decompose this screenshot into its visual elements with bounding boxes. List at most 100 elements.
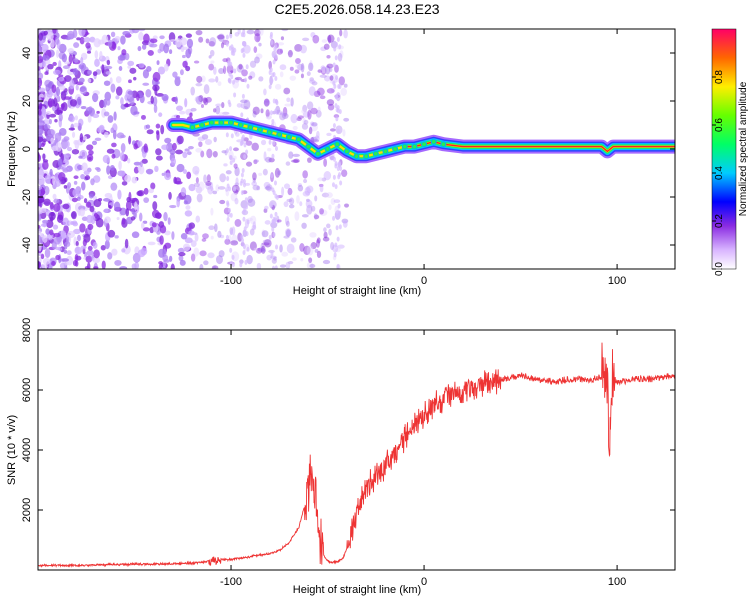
noise-speckle — [271, 187, 275, 193]
noise-speckle — [190, 86, 195, 96]
noise-speckle — [138, 31, 144, 41]
noise-speckle — [227, 78, 231, 84]
noise-speckle — [331, 182, 335, 188]
noise-speckle — [300, 63, 305, 73]
noise-speckle — [176, 105, 183, 112]
noise-speckle — [61, 103, 65, 110]
noise-speckle — [203, 97, 209, 106]
noise-speckle — [292, 125, 298, 131]
noise-speckle — [174, 96, 178, 105]
noise-speckle — [328, 228, 332, 236]
noise-speckle — [260, 242, 264, 252]
noise-speckle — [300, 73, 304, 79]
noise-speckle — [98, 198, 103, 202]
noise-speckle — [38, 96, 42, 105]
noise-speckle — [195, 30, 203, 36]
noise-speckle — [92, 92, 99, 103]
noise-speckle — [64, 61, 71, 65]
noise-speckle — [110, 31, 116, 38]
noise-speckle — [104, 91, 112, 101]
noise-speckle — [304, 186, 311, 196]
noise-speckle — [234, 31, 240, 37]
noise-speckle — [62, 217, 69, 226]
noise-speckle — [69, 79, 75, 90]
noise-speckle — [44, 175, 51, 183]
noise-speckle — [107, 252, 113, 260]
ridge-point — [218, 119, 225, 126]
noise-speckle — [141, 158, 148, 164]
noise-speckle — [66, 250, 72, 256]
noise-speckle — [56, 214, 64, 224]
noise-speckle — [103, 98, 107, 108]
noise-speckle — [92, 71, 98, 77]
noise-speckle — [176, 197, 181, 208]
noise-speckle — [84, 175, 91, 181]
noise-speckle — [290, 113, 298, 124]
noise-speckle — [248, 75, 253, 80]
noise-speckle — [45, 228, 51, 235]
noise-speckle — [170, 157, 177, 166]
noise-speckle — [61, 258, 70, 262]
noise-speckle — [40, 142, 45, 148]
noise-speckle — [51, 84, 57, 94]
noise-speckle — [84, 265, 90, 269]
noise-speckle — [195, 215, 201, 223]
noise-speckle — [282, 106, 288, 117]
noise-speckle — [138, 62, 145, 68]
noise-speckle — [161, 144, 169, 150]
noise-speckle — [319, 209, 328, 216]
noise-speckle — [79, 208, 85, 217]
noise-speckle — [225, 132, 229, 138]
noise-speckle — [343, 83, 348, 88]
ridge-point — [285, 134, 292, 140]
noise-speckle — [78, 63, 84, 70]
noise-speckle — [263, 239, 272, 248]
noise-speckle — [265, 184, 273, 192]
top-x-ticks: -100 0 100 — [220, 29, 626, 287]
noise-speckle — [204, 139, 213, 145]
noise-speckle — [245, 204, 249, 210]
noise-speckle — [103, 198, 111, 202]
noise-speckle — [42, 138, 48, 143]
noise-speckle — [230, 133, 234, 139]
noise-speckle — [263, 88, 267, 96]
noise-speckle — [47, 98, 53, 108]
noise-speckle — [320, 46, 327, 52]
noise-speckle — [249, 228, 255, 236]
top-x-axis-label: Height of straight line (km) — [293, 285, 421, 297]
noise-speckle — [190, 107, 197, 112]
noise-speckle — [287, 49, 293, 58]
noise-speckle — [176, 115, 181, 119]
noise-speckle — [291, 159, 299, 163]
noise-speckle — [66, 146, 72, 152]
noise-speckle — [295, 57, 301, 65]
noise-speckle — [338, 109, 342, 115]
noise-speckle — [72, 188, 80, 197]
noise-speckle — [308, 257, 313, 263]
noise-speckle — [131, 231, 140, 239]
noise-speckle — [273, 256, 277, 261]
noise-speckle — [99, 50, 103, 60]
noise-speckle — [335, 116, 339, 122]
noise-speckle — [104, 239, 110, 250]
noise-speckle — [38, 55, 44, 64]
noise-speckle — [264, 220, 271, 225]
noise-speckle — [104, 216, 111, 224]
noise-speckle — [83, 198, 88, 204]
noise-speckle — [332, 123, 336, 129]
noise-speckle — [71, 197, 78, 203]
noise-speckle — [107, 115, 114, 123]
noise-speckle — [306, 198, 310, 202]
noise-speckle — [212, 150, 218, 158]
noise-speckle — [269, 34, 273, 40]
noise-speckle — [153, 194, 158, 199]
noise-speckle — [152, 71, 161, 82]
noise-speckle — [110, 182, 118, 191]
noise-speckle — [242, 229, 246, 235]
noise-speckle — [67, 48, 74, 54]
noise-speckle — [316, 87, 325, 96]
noise-speckle — [341, 169, 348, 178]
noise-speckle — [269, 67, 273, 73]
noise-speckle — [338, 210, 342, 216]
noise-speckle — [53, 232, 61, 238]
